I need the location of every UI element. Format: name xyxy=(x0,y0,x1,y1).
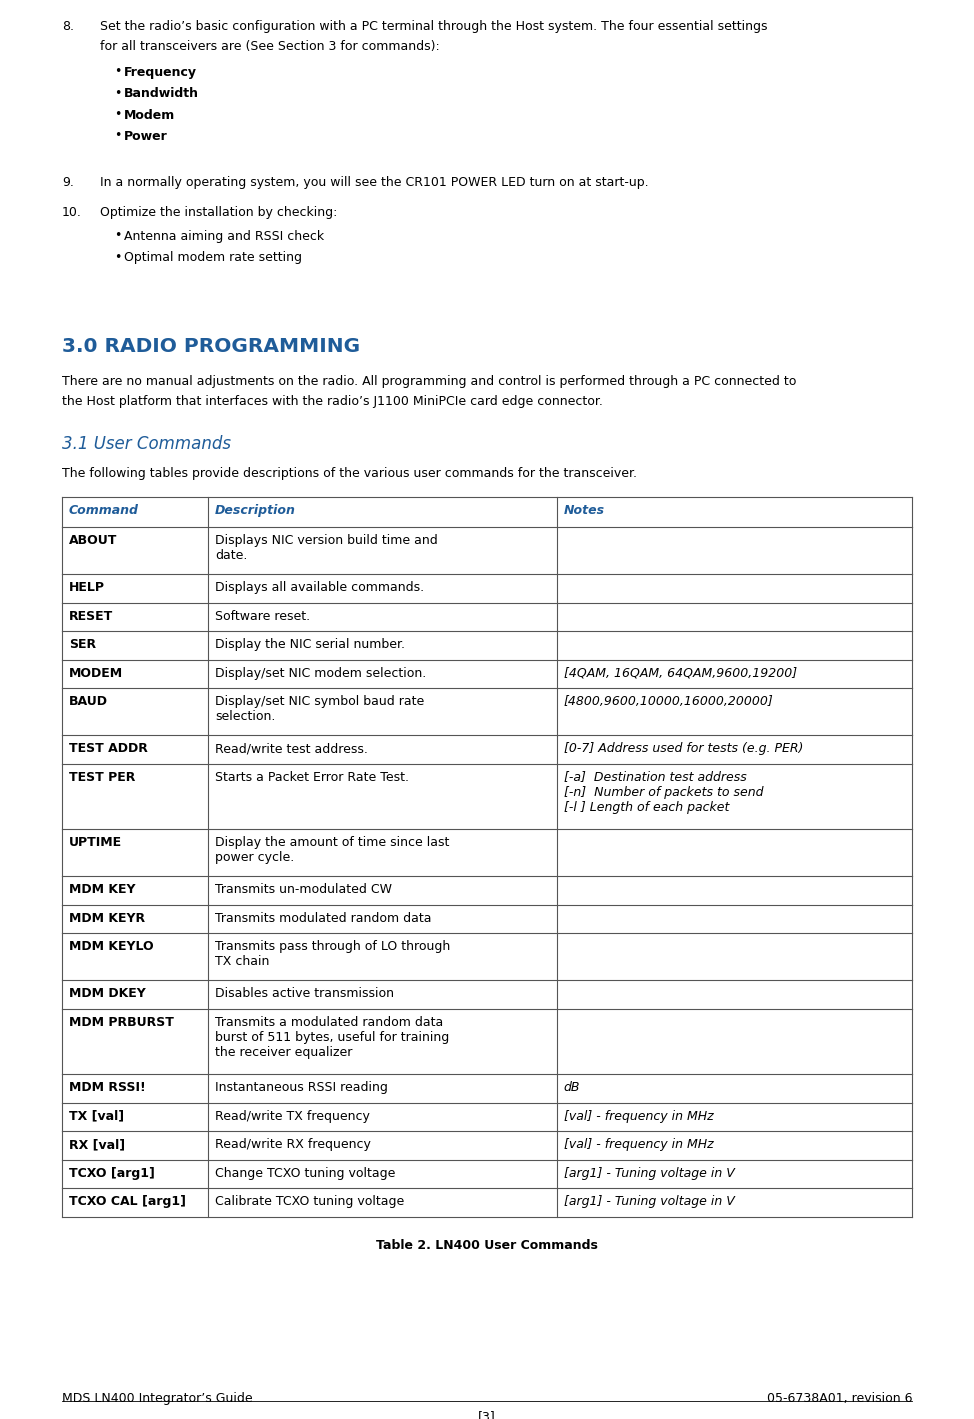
Text: TCXO [arg1]: TCXO [arg1] xyxy=(69,1166,155,1179)
Text: •: • xyxy=(114,129,122,142)
Text: [-a]  Destination test address
[-n]  Number of packets to send
[-l ] Length of e: [-a] Destination test address [-n] Numbe… xyxy=(564,771,764,813)
Text: Starts a Packet Error Rate Test.: Starts a Packet Error Rate Test. xyxy=(215,771,409,783)
Text: Instantaneous RSSI reading: Instantaneous RSSI reading xyxy=(215,1081,388,1094)
Text: Calibrate TCXO tuning voltage: Calibrate TCXO tuning voltage xyxy=(215,1195,404,1208)
Text: 10.: 10. xyxy=(62,206,82,219)
Text: Software reset.: Software reset. xyxy=(215,610,311,623)
Text: Read/write RX frequency: Read/write RX frequency xyxy=(215,1138,371,1151)
Text: Read/write TX frequency: Read/write TX frequency xyxy=(215,1110,370,1122)
Text: MDM DKEY: MDM DKEY xyxy=(69,988,146,1000)
Text: dB: dB xyxy=(564,1081,581,1094)
Text: •: • xyxy=(114,108,122,121)
Text: [3]: [3] xyxy=(478,1410,496,1419)
Text: [arg1] - Tuning voltage in V: [arg1] - Tuning voltage in V xyxy=(564,1195,734,1208)
Text: Power: Power xyxy=(124,131,168,143)
Text: MODEM: MODEM xyxy=(69,667,123,680)
Text: The following tables provide descriptions of the various user commands for the t: The following tables provide description… xyxy=(62,467,637,480)
Text: Display/set NIC symbol baud rate
selection.: Display/set NIC symbol baud rate selecti… xyxy=(215,695,425,724)
Text: 8.: 8. xyxy=(62,20,74,33)
Text: Modem: Modem xyxy=(124,109,175,122)
Text: •: • xyxy=(114,251,122,264)
Text: Displays all available commands.: Displays all available commands. xyxy=(215,580,425,595)
Text: [4800,9600,10000,16000,20000]: [4800,9600,10000,16000,20000] xyxy=(564,695,773,708)
Text: ABOUT: ABOUT xyxy=(69,534,118,546)
Text: TX [val]: TX [val] xyxy=(69,1110,124,1122)
Text: Frequency: Frequency xyxy=(124,67,197,79)
Text: SER: SER xyxy=(69,639,96,651)
Text: [arg1] - Tuning voltage in V: [arg1] - Tuning voltage in V xyxy=(564,1166,734,1179)
Text: •: • xyxy=(114,228,122,243)
Text: Notes: Notes xyxy=(564,504,605,517)
Text: •: • xyxy=(114,65,122,78)
Text: Set the radio’s basic configuration with a PC terminal through the Host system. : Set the radio’s basic configuration with… xyxy=(100,20,768,33)
Text: UPTIME: UPTIME xyxy=(69,836,122,849)
Text: HELP: HELP xyxy=(69,580,105,595)
Text: Disables active transmission: Disables active transmission xyxy=(215,988,394,1000)
Text: Description: Description xyxy=(215,504,296,517)
Text: Bandwidth: Bandwidth xyxy=(124,88,199,101)
Text: Command: Command xyxy=(69,504,139,517)
Text: •: • xyxy=(114,87,122,99)
Text: Table 2. LN400 User Commands: Table 2. LN400 User Commands xyxy=(376,1239,598,1252)
Text: RX [val]: RX [val] xyxy=(69,1138,125,1151)
Text: MDM KEY: MDM KEY xyxy=(69,883,135,895)
Text: Transmits a modulated random data
burst of 511 bytes, useful for training
the re: Transmits a modulated random data burst … xyxy=(215,1016,449,1059)
Text: [val] - frequency in MHz: [val] - frequency in MHz xyxy=(564,1138,713,1151)
Text: TEST PER: TEST PER xyxy=(69,771,135,783)
Text: [4QAM, 16QAM, 64QAM,9600,19200]: [4QAM, 16QAM, 64QAM,9600,19200] xyxy=(564,667,797,680)
Text: In a normally operating system, you will see the CR101 POWER LED turn on at star: In a normally operating system, you will… xyxy=(100,176,649,189)
Text: Optimize the installation by checking:: Optimize the installation by checking: xyxy=(100,206,337,219)
Text: Optimal modem rate setting: Optimal modem rate setting xyxy=(124,251,302,264)
Text: Change TCXO tuning voltage: Change TCXO tuning voltage xyxy=(215,1166,395,1179)
Text: for all transceivers are (See Section 3 for commands):: for all transceivers are (See Section 3 … xyxy=(100,40,439,53)
Text: Antenna aiming and RSSI check: Antenna aiming and RSSI check xyxy=(124,230,324,243)
Text: BAUD: BAUD xyxy=(69,695,108,708)
Text: MDM RSSI!: MDM RSSI! xyxy=(69,1081,146,1094)
Text: Display the NIC serial number.: Display the NIC serial number. xyxy=(215,639,405,651)
Text: Read/write test address.: Read/write test address. xyxy=(215,742,368,755)
Text: 3.0 RADIO PROGRAMMING: 3.0 RADIO PROGRAMMING xyxy=(62,336,360,356)
Text: MDM KEYLO: MDM KEYLO xyxy=(69,939,154,954)
Text: Display the amount of time since last
power cycle.: Display the amount of time since last po… xyxy=(215,836,450,864)
Text: 05-6738A01, revision 6: 05-6738A01, revision 6 xyxy=(767,1392,912,1405)
Text: [val] - frequency in MHz: [val] - frequency in MHz xyxy=(564,1110,713,1122)
Text: TCXO CAL [arg1]: TCXO CAL [arg1] xyxy=(69,1195,186,1208)
Text: Display/set NIC modem selection.: Display/set NIC modem selection. xyxy=(215,667,427,680)
Text: Transmits pass through of LO through
TX chain: Transmits pass through of LO through TX … xyxy=(215,939,450,968)
Text: the Host platform that interfaces with the radio’s J1100 MiniPCIe card edge conn: the Host platform that interfaces with t… xyxy=(62,394,603,409)
Text: Transmits un-modulated CW: Transmits un-modulated CW xyxy=(215,883,393,895)
Text: 9.: 9. xyxy=(62,176,74,189)
Text: [0-7] Address used for tests (e.g. PER): [0-7] Address used for tests (e.g. PER) xyxy=(564,742,804,755)
Text: MDM KEYR: MDM KEYR xyxy=(69,911,145,925)
Text: RESET: RESET xyxy=(69,610,113,623)
Text: MDS LN400 Integrator’s Guide: MDS LN400 Integrator’s Guide xyxy=(62,1392,252,1405)
Text: There are no manual adjustments on the radio. All programming and control is per: There are no manual adjustments on the r… xyxy=(62,375,797,387)
Text: TEST ADDR: TEST ADDR xyxy=(69,742,148,755)
Text: Displays NIC version build time and
date.: Displays NIC version build time and date… xyxy=(215,534,438,562)
Text: 3.1 User Commands: 3.1 User Commands xyxy=(62,436,231,453)
Text: MDM PRBURST: MDM PRBURST xyxy=(69,1016,174,1029)
Text: Transmits modulated random data: Transmits modulated random data xyxy=(215,911,431,925)
